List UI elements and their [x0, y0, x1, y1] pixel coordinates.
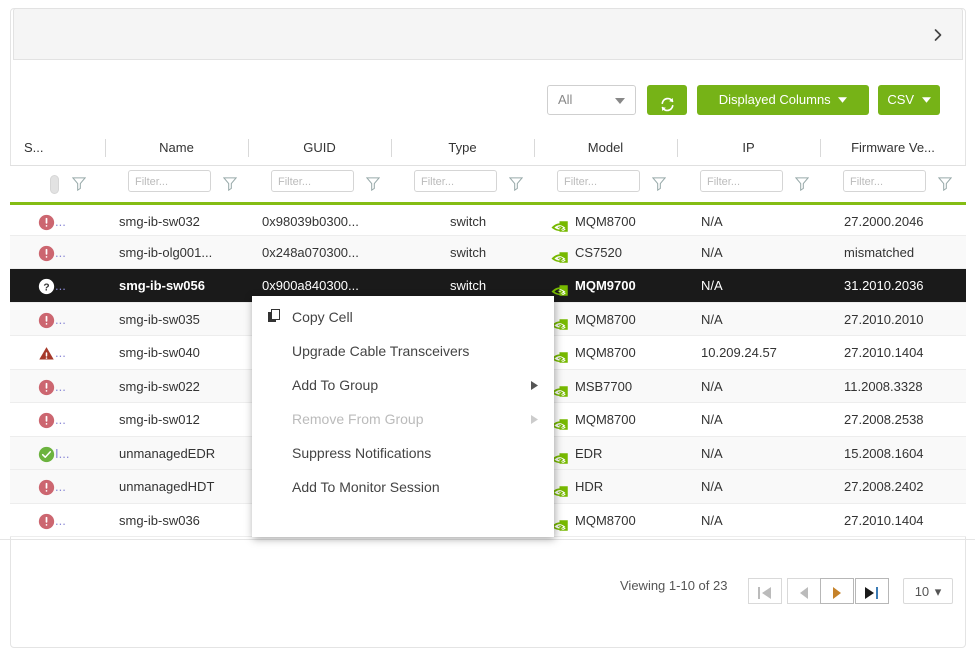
svg-text:?: ?	[43, 282, 49, 293]
